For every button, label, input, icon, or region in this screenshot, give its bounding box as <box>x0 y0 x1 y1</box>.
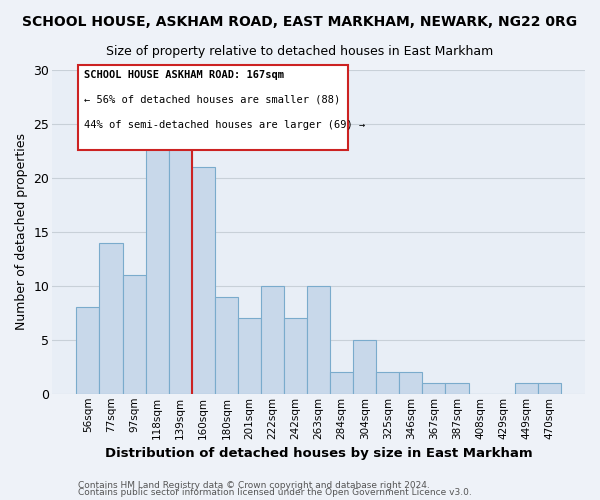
Bar <box>307 286 330 394</box>
Bar <box>376 372 400 394</box>
Bar <box>146 146 169 394</box>
Text: Contains HM Land Registry data © Crown copyright and database right 2024.: Contains HM Land Registry data © Crown c… <box>78 480 430 490</box>
Bar <box>330 372 353 394</box>
Bar <box>515 383 538 394</box>
Bar <box>284 318 307 394</box>
Text: Size of property relative to detached houses in East Markham: Size of property relative to detached ho… <box>106 45 494 58</box>
Text: SCHOOL HOUSE ASKHAM ROAD: 167sqm: SCHOOL HOUSE ASKHAM ROAD: 167sqm <box>84 70 284 80</box>
Text: ← 56% of detached houses are smaller (88): ← 56% of detached houses are smaller (88… <box>84 95 340 105</box>
Bar <box>422 383 445 394</box>
Bar <box>238 318 261 394</box>
Bar <box>353 340 376 394</box>
Bar <box>122 275 146 394</box>
Bar <box>100 242 122 394</box>
Text: SCHOOL HOUSE, ASKHAM ROAD, EAST MARKHAM, NEWARK, NG22 0RG: SCHOOL HOUSE, ASKHAM ROAD, EAST MARKHAM,… <box>22 15 578 29</box>
Bar <box>192 167 215 394</box>
Bar <box>215 296 238 394</box>
Text: Contains public sector information licensed under the Open Government Licence v3: Contains public sector information licen… <box>78 488 472 497</box>
Bar <box>169 135 192 394</box>
Bar <box>261 286 284 394</box>
Bar <box>445 383 469 394</box>
Y-axis label: Number of detached properties: Number of detached properties <box>15 134 28 330</box>
X-axis label: Distribution of detached houses by size in East Markham: Distribution of detached houses by size … <box>105 447 532 460</box>
Bar <box>538 383 561 394</box>
Bar <box>400 372 422 394</box>
Text: 44% of semi-detached houses are larger (69) →: 44% of semi-detached houses are larger (… <box>84 120 365 130</box>
Bar <box>76 308 100 394</box>
